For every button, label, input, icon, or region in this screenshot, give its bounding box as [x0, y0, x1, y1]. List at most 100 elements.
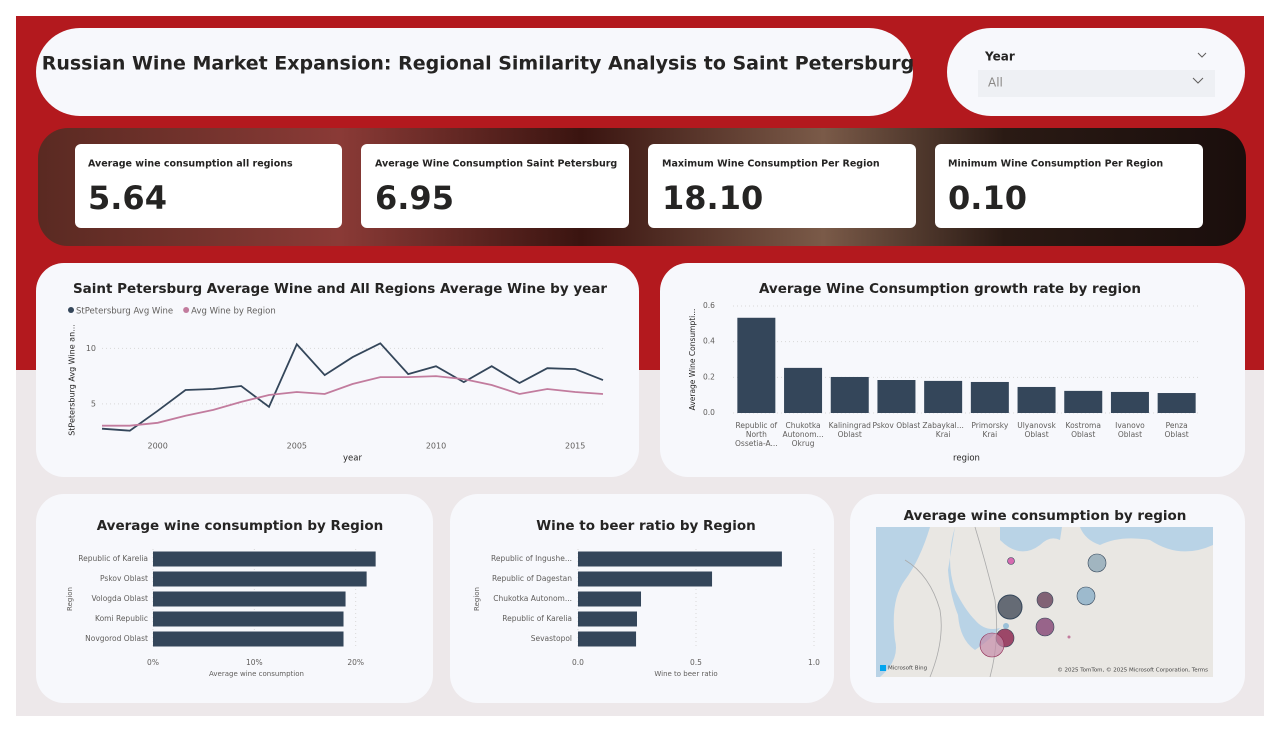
x-tick-label: Chukotka Autonom... Okrug	[782, 421, 824, 448]
bar	[1017, 386, 1056, 413]
y-axis-label: Region	[473, 587, 481, 611]
kpi-card	[648, 144, 916, 228]
kpi-value: 6.95	[375, 179, 454, 217]
x-tick-label: 20%	[347, 658, 364, 667]
bubble[interactable]	[1067, 635, 1071, 639]
map-logo-icon	[880, 665, 886, 671]
legend-label: StPetersburg Avg Wine	[76, 307, 173, 317]
x-tick-label: 10%	[246, 658, 263, 667]
x-tick-label: 2010	[426, 442, 446, 451]
x-tick-label: 0.0	[572, 658, 584, 667]
bar	[970, 381, 1009, 413]
line-card	[36, 263, 639, 477]
bubble[interactable]	[1076, 586, 1096, 606]
y-tick-label: Pskov Oblast	[100, 574, 148, 583]
sea	[876, 527, 930, 677]
y-tick-label: Republic of Karelia	[78, 554, 148, 563]
kpi-card	[75, 144, 342, 228]
header-card	[36, 28, 913, 116]
y-axis-label: Average Wine Consumpti...	[688, 309, 697, 411]
bar	[737, 317, 776, 413]
bar	[578, 631, 637, 647]
x-tick-label: 2000	[147, 442, 167, 451]
sea	[1000, 527, 1062, 552]
legend-marker	[183, 307, 190, 313]
chevron	[1197, 52, 1207, 58]
bubble[interactable]	[979, 632, 1005, 658]
filter-value: All	[988, 76, 1003, 90]
chevron	[1192, 77, 1204, 84]
x-tick-label: 2005	[287, 442, 307, 451]
line-series	[102, 375, 604, 427]
y-axis-label: StPetersburg Avg Wine an...	[68, 324, 77, 436]
x-axis-label: Wine to beer ratio	[654, 670, 717, 678]
y-tick-label: Komi Republic	[95, 614, 148, 623]
kpi-value: 18.10	[662, 179, 763, 217]
bar	[924, 380, 963, 413]
bar	[1157, 393, 1196, 413]
kpi-card	[361, 144, 629, 228]
bubble[interactable]	[1036, 591, 1054, 609]
y-tick-label: 0.4	[703, 337, 715, 346]
x-tick-label: 0.5	[690, 658, 702, 667]
x-tick-label: 2015	[565, 442, 585, 451]
bar	[153, 551, 376, 567]
sea	[1080, 527, 1213, 552]
bar	[153, 571, 367, 587]
y-tick-label: Novgorod Oblast	[85, 634, 148, 643]
chart-title: Wine to beer ratio by Region	[536, 518, 755, 534]
kpi-value: 5.64	[88, 179, 167, 217]
bar	[578, 591, 642, 607]
kpi-label: Maximum Wine Consumption Per Region	[662, 159, 880, 170]
x-tick-label: Pskov Oblast	[872, 421, 921, 430]
y-tick-label: Republic of Ingushe...	[491, 554, 572, 563]
bar	[578, 551, 782, 567]
kpi-value: 0.10	[948, 179, 1027, 217]
y-tick-label: Republic of Dagestan	[492, 574, 572, 583]
filter-label: Year	[984, 50, 1015, 64]
bar	[153, 611, 344, 627]
x-tick-label-box: Ivanovo Oblast	[1115, 421, 1145, 439]
kpi-label: Average wine consumption all regions	[88, 159, 293, 170]
x-tick-label-box: Republic of North Ossetia-A...	[735, 421, 778, 448]
bubble[interactable]	[1007, 557, 1015, 565]
x-axis-label: Average wine consumption	[209, 670, 304, 678]
x-axis-label: year	[343, 454, 362, 464]
y-tick-label: 0.6	[703, 301, 715, 310]
x-tick-label: Kostroma Oblast	[1065, 421, 1101, 439]
y-tick-label: 10	[86, 344, 96, 353]
bubble[interactable]	[1035, 617, 1055, 637]
dropdown[interactable]	[978, 70, 1215, 97]
map[interactable]: Microsoft Bing © 2025 TomTom, © 2025 Mic…	[876, 526, 1213, 678]
bar	[877, 380, 916, 413]
bar	[1110, 391, 1149, 413]
y-tick-label: 0.0	[703, 408, 715, 417]
y-axis-label: Region	[66, 587, 74, 611]
x-tick-label-box: Primorsky Krai	[971, 421, 1009, 439]
x-tick-label: Primorsky Krai	[971, 421, 1009, 439]
x-tick-label: Penza Oblast	[1164, 421, 1189, 439]
x-tick-label: 1.0	[808, 658, 820, 667]
bar	[830, 376, 869, 413]
x-axis-label: region	[953, 454, 980, 464]
legend-marker	[68, 307, 74, 313]
kpi-label: Minimum Wine Consumption Per Region	[948, 159, 1163, 170]
x-tick-label-box: Ulyanovsk Oblast	[1017, 421, 1056, 439]
sea	[948, 527, 1000, 650]
bubble[interactable]	[1087, 553, 1107, 573]
chart-title: Average wine consumption by Region	[97, 518, 384, 534]
bubble[interactable]	[1003, 623, 1009, 629]
chart-title: Average Wine Consumption growth rate by …	[759, 281, 1141, 297]
bar	[784, 367, 823, 413]
bar	[153, 591, 346, 607]
y-tick-label: 5	[91, 399, 96, 408]
x-tick-label: Ivanovo Oblast	[1115, 421, 1145, 439]
y-tick-label: Republic of Karelia	[502, 614, 572, 623]
bubble[interactable]	[997, 594, 1023, 620]
x-tick-label-box: Penza Oblast	[1164, 421, 1189, 439]
x-tick-label: 0%	[147, 658, 159, 667]
bar	[578, 571, 713, 587]
kpi-label: Average Wine Consumption Saint Petersbur…	[375, 159, 617, 170]
dashboard-title: Russian Wine Market Expansion: Regional …	[42, 53, 915, 75]
